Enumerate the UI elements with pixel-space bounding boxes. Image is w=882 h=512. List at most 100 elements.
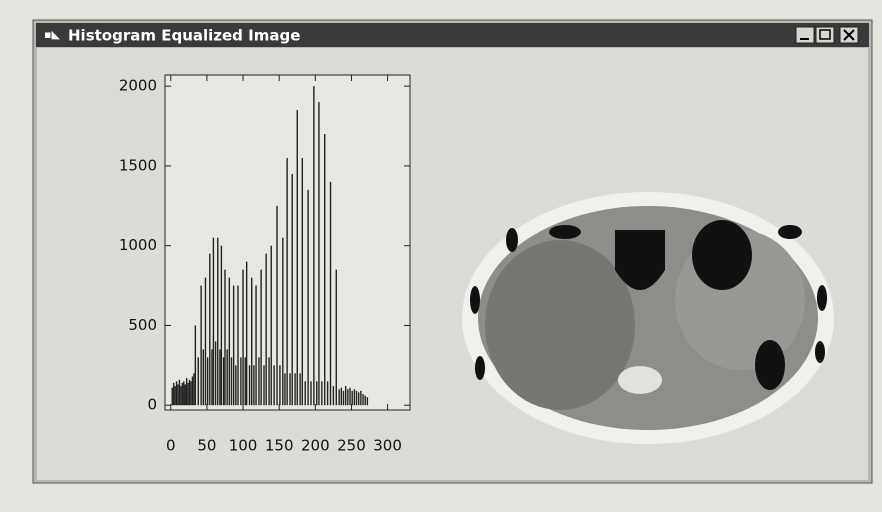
histogram-bar [235,365,236,405]
histogram-bar [190,381,191,405]
image-dark-spot [778,225,802,239]
histogram-bar [263,365,264,405]
histogram-bar [224,270,225,406]
histogram-bar [351,391,352,405]
histogram-bar [367,397,368,405]
histogram-bar [217,238,218,406]
image-dark-spot [817,285,827,311]
histogram-bar [198,357,199,405]
histogram-bar [179,380,180,406]
histogram-bar [307,190,308,405]
minimize-button[interactable] [796,27,814,43]
x-tick-label: 100 [229,437,258,455]
histogram-bar [354,389,355,405]
histogram-bar [242,270,243,406]
histogram-bar [219,349,220,405]
histogram-bar [316,381,317,405]
histogram-bar [185,384,186,405]
histogram-bar [209,254,210,406]
histogram-bar [240,357,241,405]
histogram-bar [291,174,292,405]
histogram-bar [205,278,206,406]
histogram-bar [249,365,250,405]
histogram-bar [289,373,290,405]
histogram-bar [260,270,261,406]
histogram-bar [318,102,319,405]
histogram-bar [200,286,201,406]
x-tick-label: 250 [337,437,366,455]
histogram-bar [182,383,183,405]
x-tick-label: 200 [301,437,330,455]
histogram-bar [195,325,196,405]
histogram-bar [233,286,234,406]
image-dark-spot [506,228,518,252]
histogram-bar [237,286,238,406]
histogram-bar [271,246,272,406]
histogram-bar [347,389,348,405]
y-tick-label: 0 [147,396,157,414]
histogram-bar [338,389,339,405]
histogram-bar [173,383,174,405]
y-tick-label: 2000 [119,77,157,95]
histogram-bar [349,388,350,406]
histogram-bar [186,378,187,405]
x-tick-label: 50 [197,437,216,455]
histogram-bar [327,381,328,405]
histogram-bar [284,373,285,405]
image-dark-spot [470,286,480,314]
image-lung-left [485,240,635,410]
histogram-bar [245,357,246,405]
ct-image [462,192,834,444]
histogram-bar [279,365,280,405]
histogram-bar [258,357,259,405]
histogram-bar [189,380,190,406]
screen: ▪◣ Histogram Equalized Image 05001000150… [0,0,882,512]
y-tick-label: 500 [128,316,157,334]
histogram-bar [176,381,177,405]
histogram-bar [341,388,342,406]
histogram-bar [255,286,256,406]
histogram-bar [221,246,222,406]
histogram-bar [330,182,331,405]
histogram-bar [297,110,298,405]
histogram-bar [282,238,283,406]
histogram-bar [215,341,216,405]
image-dark-spot [475,356,485,380]
histogram-bar [187,383,188,405]
histogram-bar [192,377,193,406]
histogram-bar [177,384,178,405]
x-tick-label: 300 [373,437,402,455]
histogram-bar [299,373,300,405]
histogram-bar [226,349,227,405]
histogram-bar [313,86,314,405]
x-tick-label: 0 [166,437,176,455]
histogram-bar [211,349,212,405]
histogram-bar [324,134,325,405]
histogram-bar [193,373,194,405]
histogram-bar [229,278,230,406]
image-dark-spot [755,340,785,390]
histogram-bar [362,394,363,405]
histogram-bar [213,238,214,406]
histogram-bar [223,357,224,405]
histogram-bar [276,206,277,405]
histogram-bar [286,158,287,405]
histogram-bar [180,386,181,405]
histogram-bar [207,357,208,405]
histogram-bar [253,365,254,405]
histogram-bar [174,386,175,405]
histogram-bar [360,391,361,405]
histogram-bar [203,349,204,405]
histogram-bar [310,381,311,405]
histogram-bar [358,392,359,405]
histogram-bar [265,254,266,406]
histogram-bar [251,278,252,406]
histogram-bar [268,357,269,405]
image-dark-region [692,220,752,290]
histogram-bar [273,365,274,405]
histogram-bar [246,262,247,406]
histogram-bar [336,270,337,406]
image-dark-spot [815,341,825,363]
histogram-bar [305,381,306,405]
window-icon: ▪◣ [44,28,60,41]
